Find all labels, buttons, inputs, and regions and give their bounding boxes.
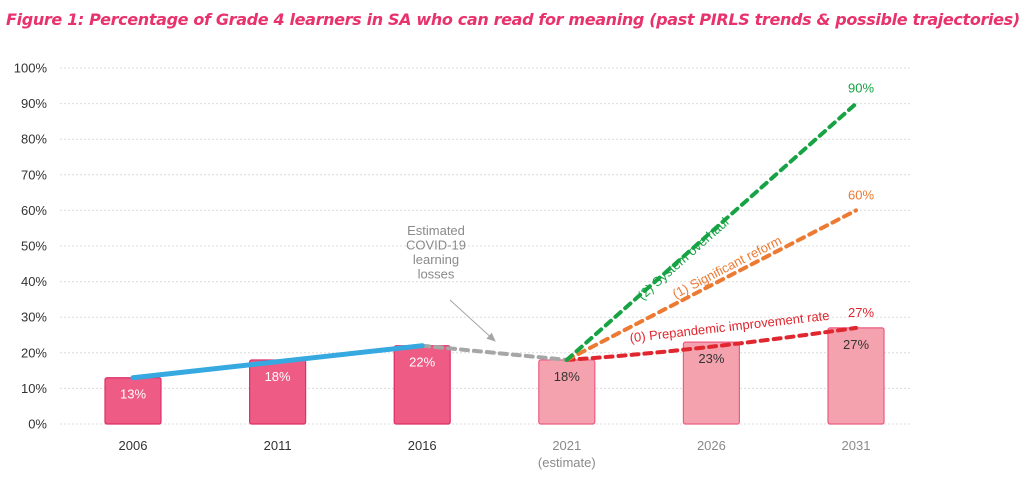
x-tick-label: 2021 bbox=[552, 438, 581, 453]
y-tick-label: 20% bbox=[21, 345, 47, 360]
y-tick-label: 70% bbox=[21, 167, 47, 182]
y-tick-label: 40% bbox=[21, 274, 47, 289]
series-line bbox=[564, 101, 858, 362]
data-labels: 13%18%22%18%23%27%27%60%90%(2) System ov… bbox=[120, 81, 874, 402]
y-tick-label: 90% bbox=[21, 96, 47, 111]
x-tick-label: 2011 bbox=[264, 438, 292, 453]
y-tick-label: 60% bbox=[21, 203, 47, 218]
covid-annotation-line: COVID-19 bbox=[406, 238, 466, 253]
gridlines bbox=[60, 67, 912, 425]
series-line bbox=[564, 325, 858, 362]
series-line bbox=[130, 343, 425, 381]
bar-value-label: 18% bbox=[265, 369, 291, 384]
covid-annotation-line: learning bbox=[413, 252, 459, 267]
chart-title: Figure 1: Percentage of Grade 4 learners… bbox=[6, 10, 1020, 29]
x-tick-label: 2031 bbox=[842, 438, 871, 453]
covid-annotation-line: losses bbox=[418, 267, 455, 282]
annotation-arrow bbox=[449, 299, 496, 342]
y-tick-label: 100% bbox=[14, 61, 48, 76]
series-line bbox=[564, 208, 858, 362]
y-tick-label: 30% bbox=[21, 310, 47, 325]
covid-annotation-line: Estimated bbox=[407, 223, 465, 238]
trajectory-label: (1) Significant reform bbox=[670, 233, 784, 302]
series-end-label: 27% bbox=[848, 305, 874, 320]
series-line bbox=[420, 343, 569, 362]
y-axis: 0% 10% 20% 30% 40% 50% 60% 70% 80% 90% 100% bbox=[14, 61, 48, 432]
bar-value-label: 18% bbox=[554, 369, 580, 384]
trend-lines bbox=[130, 101, 858, 381]
bar-value-label: 27% bbox=[843, 337, 869, 352]
bar-value-label: 13% bbox=[120, 387, 146, 402]
y-tick-label: 0% bbox=[28, 417, 47, 432]
bars bbox=[104, 327, 885, 425]
y-tick-label: 80% bbox=[21, 132, 47, 147]
y-tick-label: 10% bbox=[21, 381, 47, 396]
x-tick-label: 2026 bbox=[697, 438, 726, 453]
x-tick-sublabel: (estimate) bbox=[538, 455, 596, 470]
bar-value-label: 23% bbox=[698, 351, 724, 366]
bar-value-label: 22% bbox=[409, 355, 435, 370]
series-end-label: 90% bbox=[848, 81, 874, 96]
x-tick-label: 2016 bbox=[408, 438, 437, 453]
series-end-label: 60% bbox=[848, 187, 874, 202]
bar bbox=[682, 341, 741, 425]
y-tick-label: 50% bbox=[21, 239, 47, 254]
x-tick-label: 2006 bbox=[119, 438, 148, 453]
x-axis: 2006 2011 2016 2021 (estimate) 2026 2031 bbox=[119, 438, 871, 470]
